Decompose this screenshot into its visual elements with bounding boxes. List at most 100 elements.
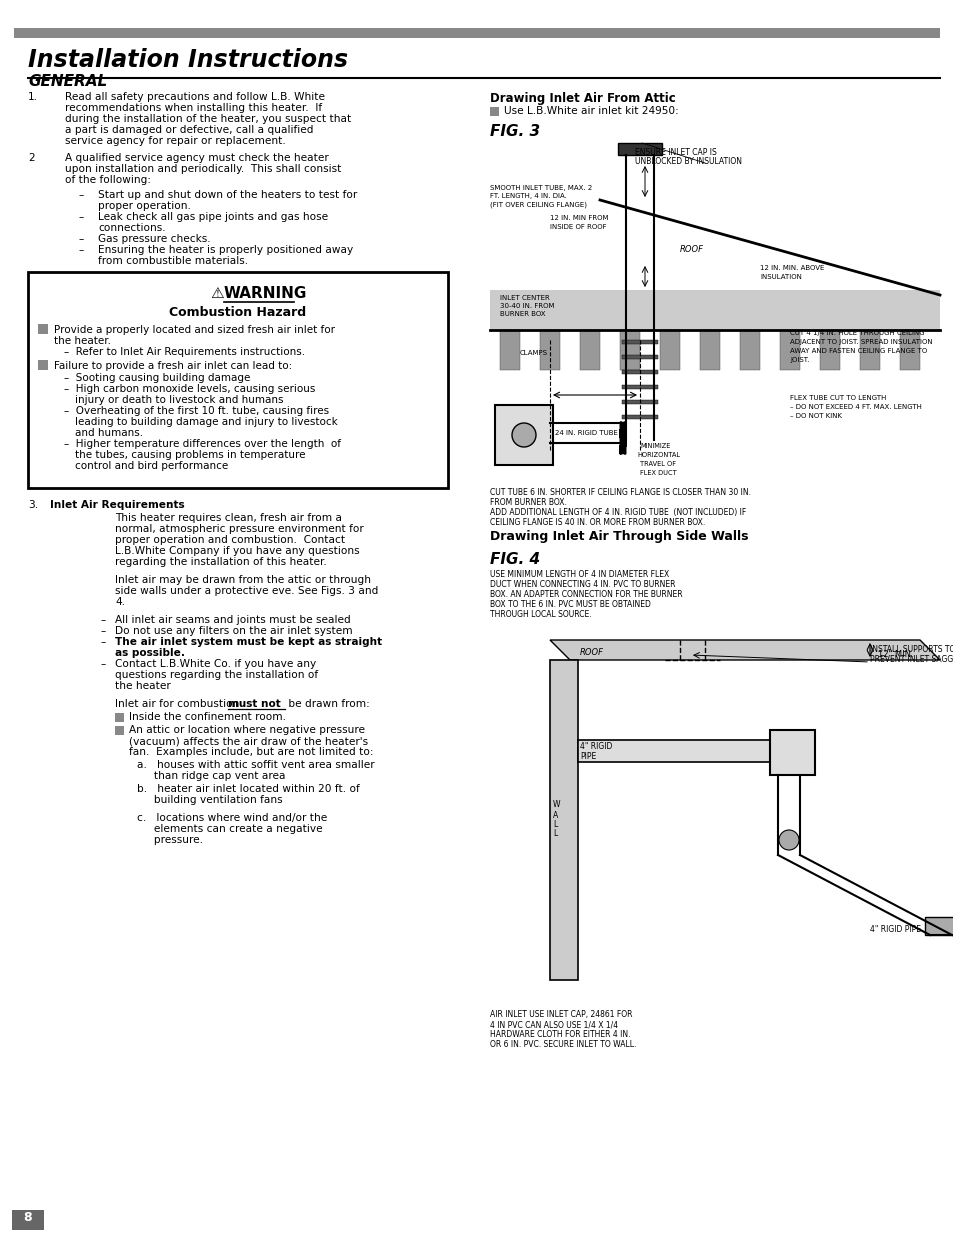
Text: 2: 2 [28,153,34,163]
Text: INSTALL SUPPORTS TO: INSTALL SUPPORTS TO [869,645,953,655]
Text: recommendations when installing this heater.  If: recommendations when installing this hea… [65,103,322,112]
Text: –: – [78,233,83,245]
Text: Inlet air may be drawn from the attic or through: Inlet air may be drawn from the attic or… [115,576,371,585]
Text: CUT TUBE 6 IN. SHORTER IF CEILING FLANGE IS CLOSER THAN 30 IN.: CUT TUBE 6 IN. SHORTER IF CEILING FLANGE… [490,488,750,496]
Text: L: L [553,820,557,829]
Text: W: W [553,800,560,809]
Text: as possible.: as possible. [115,648,185,658]
Text: –: – [78,212,83,222]
Bar [38,324,48,333]
Bar [495,405,553,466]
Text: AWAY AND FASTEN CEILING FLANGE TO: AWAY AND FASTEN CEILING FLANGE TO [789,348,926,354]
Text: 8: 8 [24,1212,32,1224]
Text: INSIDE OF ROOF: INSIDE OF ROOF [550,224,606,230]
Text: Inlet Air Requirements: Inlet Air Requirements [50,500,185,510]
Bar [621,400,658,404]
Text: Drawing Inlet Air Through Side Walls: Drawing Inlet Air Through Side Walls [490,530,748,543]
Bar [38,359,48,370]
Text: –: – [100,626,105,636]
Text: JOIST.: JOIST. [789,357,808,363]
Text: 4 IN PVC CAN ALSO USE 1/4 X 1/4: 4 IN PVC CAN ALSO USE 1/4 X 1/4 [490,1020,618,1029]
Text: 4.: 4. [115,597,125,606]
Bar [499,330,519,370]
Bar [579,330,599,370]
Text: BOX. AN ADAPTER CONNECTION FOR THE BURNER: BOX. AN ADAPTER CONNECTION FOR THE BURNE… [490,590,682,599]
Text: INLET CENTER: INLET CENTER [499,295,549,301]
Bar [115,726,124,735]
Polygon shape [550,640,939,659]
Bar [820,330,840,370]
Text: than ridge cap vent area: than ridge cap vent area [137,771,285,781]
Text: a part is damaged or defective, call a qualified: a part is damaged or defective, call a q… [65,125,314,135]
Text: Do not use any filters on the air inlet system: Do not use any filters on the air inlet … [115,626,353,636]
Text: 30-40 IN. FROM: 30-40 IN. FROM [499,303,554,309]
Bar [859,330,879,370]
Text: HARDWARE CLOTH FOR EITHER 4 IN.: HARDWARE CLOTH FOR EITHER 4 IN. [490,1030,630,1039]
Text: side walls under a protective eve. See Figs. 3 and: side walls under a protective eve. See F… [115,585,378,597]
Text: BOX TO THE 6 IN. PVC MUST BE OBTAINED: BOX TO THE 6 IN. PVC MUST BE OBTAINED [490,600,650,609]
Text: pressure.: pressure. [137,835,203,845]
Text: Use L.B.White air inlet kit 24950:: Use L.B.White air inlet kit 24950: [503,106,678,116]
Text: TRAVEL OF: TRAVEL OF [639,461,676,467]
Text: PREVENT INLET SAGGIN: PREVENT INLET SAGGIN [869,655,953,664]
Text: ENSURE INLET CAP IS: ENSURE INLET CAP IS [635,148,716,157]
Text: –  Higher temperature differences over the length  of: – Higher temperature differences over th… [64,438,340,450]
Text: 12 IN. MIN. ABOVE: 12 IN. MIN. ABOVE [760,266,823,270]
Text: –  Refer to Inlet Air Requirements instructions.: – Refer to Inlet Air Requirements instru… [64,347,305,357]
Text: THROUGH LOCAL SOURCE.: THROUGH LOCAL SOURCE. [490,610,591,619]
Text: be drawn from:: be drawn from: [285,699,370,709]
Text: a.   houses with attic soffit vent area smaller: a. houses with attic soffit vent area sm… [137,760,375,769]
Text: USE MINIMUM LENGTH OF 4 IN DIAMETER FLEX: USE MINIMUM LENGTH OF 4 IN DIAMETER FLEX [490,571,669,579]
Text: Installation Instructions: Installation Instructions [28,48,348,72]
Text: FLEX DUCT: FLEX DUCT [639,471,676,475]
Text: –  Sooting causing building damage: – Sooting causing building damage [64,373,250,383]
Text: –: – [100,615,105,625]
Bar [115,713,124,722]
Text: FROM BURNER BOX.: FROM BURNER BOX. [490,498,566,508]
Text: ROOF: ROOF [679,245,703,254]
Text: 4" RIGID: 4" RIGID [579,742,612,751]
Text: A qualified service agency must check the heater: A qualified service agency must check th… [65,153,329,163]
Text: Inside the confinement room.: Inside the confinement room. [129,713,286,722]
Text: – DO NOT KINK: – DO NOT KINK [789,412,841,419]
Text: – DO NOT EXCEED 4 FT. MAX. LENGTH: – DO NOT EXCEED 4 FT. MAX. LENGTH [789,404,921,410]
Text: L: L [553,829,557,839]
Text: Read all safety precautions and follow L.B. White: Read all safety precautions and follow L… [65,91,325,103]
Text: ⚠: ⚠ [210,287,223,301]
Text: 1.: 1. [28,91,38,103]
Bar [621,385,658,389]
Text: Provide a properly located and sized fresh air inlet for: Provide a properly located and sized fre… [54,325,335,335]
Text: GENERAL: GENERAL [28,74,107,89]
Text: the tubes, causing problems in temperature: the tubes, causing problems in temperatu… [75,450,305,459]
Text: FT. LENGTH, 4 IN. DIA.: FT. LENGTH, 4 IN. DIA. [490,193,566,199]
Text: –  High carbon monoxide levels, causing serious: – High carbon monoxide levels, causing s… [64,384,315,394]
Text: CUT 4 1/4 IN. HOLE THROUGH CEILING: CUT 4 1/4 IN. HOLE THROUGH CEILING [789,330,923,336]
Bar [621,354,658,359]
Text: CLAMPS: CLAMPS [519,350,547,356]
Text: Leak check all gas pipe joints and gas hose: Leak check all gas pipe joints and gas h… [98,212,328,222]
Text: proper operation.: proper operation. [98,201,191,211]
Text: of the following:: of the following: [65,175,151,185]
Text: 12" MIN.: 12" MIN. [877,650,913,659]
Text: fan.  Examples include, but are not limited to:: fan. Examples include, but are not limit… [129,747,374,757]
Bar [769,730,814,776]
Bar [12,1210,44,1230]
Text: injury or death to livestock and humans: injury or death to livestock and humans [75,395,283,405]
Bar [490,107,498,116]
Text: proper operation and combustion.  Contact: proper operation and combustion. Contact [115,535,345,545]
Bar [659,330,679,370]
Text: connections.: connections. [98,224,166,233]
Text: An attic or location where negative pressure: An attic or location where negative pres… [129,725,365,735]
Text: UNBLOCKED BY INSULATION: UNBLOCKED BY INSULATION [635,157,741,165]
Text: A: A [553,811,558,820]
Text: during the installation of the heater, you suspect that: during the installation of the heater, y… [65,114,351,124]
Bar [578,740,769,762]
Text: FIG. 3: FIG. 3 [490,124,539,140]
Text: ADJACENT TO JOIST. SPREAD INSULATION: ADJACENT TO JOIST. SPREAD INSULATION [789,338,932,345]
Text: Inlet air for combustion: Inlet air for combustion [115,699,242,709]
Text: b.   heater air inlet located within 20 ft. of: b. heater air inlet located within 20 ft… [137,784,359,794]
Bar [899,330,919,370]
Text: regarding the installation of this heater.: regarding the installation of this heate… [115,557,327,567]
Text: MINIMIZE: MINIMIZE [639,443,670,450]
Text: All inlet air seams and joints must be sealed: All inlet air seams and joints must be s… [115,615,351,625]
